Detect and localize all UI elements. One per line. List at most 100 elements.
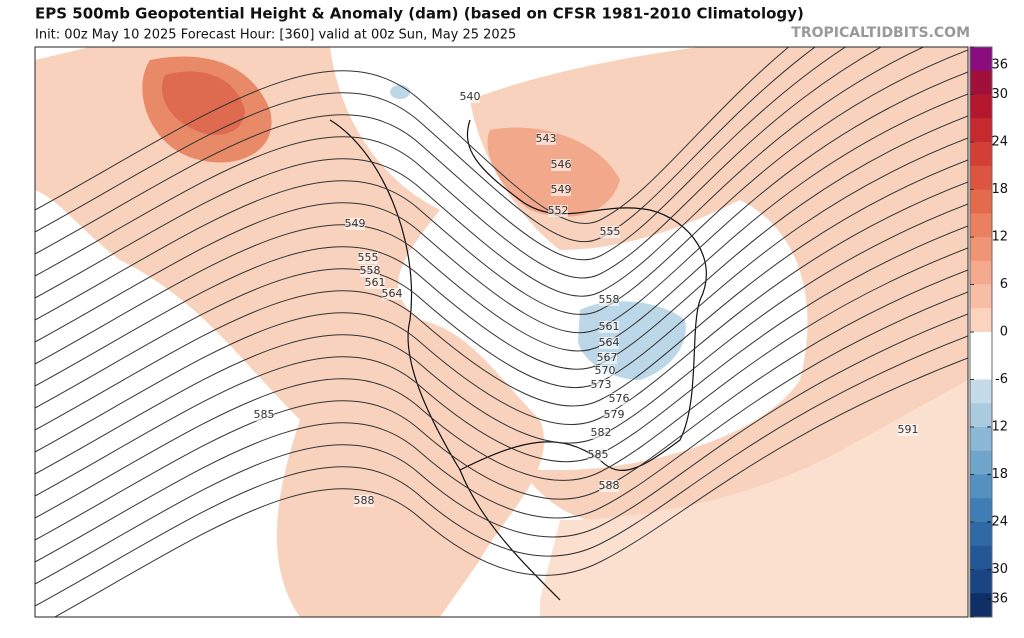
contour-label: 570 xyxy=(595,364,616,377)
colorbar-segment xyxy=(970,70,992,95)
contour-label-bg xyxy=(460,91,480,103)
contour-label-bg xyxy=(600,226,620,238)
contour-label-bg xyxy=(551,159,571,171)
contour-line xyxy=(35,291,968,563)
colorbar: 36 30 24 18 12 6 0 -6 -12 -18 -24 -30 -36 xyxy=(969,46,1008,618)
contour-line xyxy=(35,313,968,585)
colorbar-segment xyxy=(970,403,992,428)
contour-label: 579 xyxy=(604,408,625,421)
contour-line xyxy=(35,247,968,519)
colorbar-segment xyxy=(970,237,992,262)
contour-label: 558 xyxy=(599,293,620,306)
contour-label: 573 xyxy=(591,378,612,391)
contour-label: 552 xyxy=(548,204,569,217)
colorbar-segment xyxy=(970,474,992,499)
contour-label-bg xyxy=(591,379,611,391)
contour-label: 588 xyxy=(599,479,620,492)
anomaly-moderate xyxy=(487,127,620,217)
title: EPS 500mb Geopotential Height & Anomaly … xyxy=(35,5,804,23)
contour-label: 564 xyxy=(599,336,620,349)
site-credit: TROPICALTIDBITS.COM xyxy=(791,25,970,41)
contour-line xyxy=(35,181,968,453)
colorbar-tick-label: 36 xyxy=(991,58,1008,73)
contour-label-bg xyxy=(551,184,571,196)
contour-label-bg xyxy=(599,480,619,492)
contour-label-bg xyxy=(548,205,568,217)
colorbar-segment xyxy=(970,569,992,594)
contour-label-bg xyxy=(358,252,378,264)
colorbar-tick-label: -30 xyxy=(987,562,1008,577)
subtitle: Init: 00z May 10 2025 Forecast Hour: [36… xyxy=(35,28,516,43)
colorbar-tick-label: -24 xyxy=(987,515,1008,530)
colorbar-tick-label: 30 xyxy=(991,87,1008,102)
anomaly-positive xyxy=(540,380,968,617)
contour-line xyxy=(35,47,790,224)
colorbar-segment xyxy=(970,427,992,452)
contour-label: 582 xyxy=(591,426,612,439)
colorbar-segment xyxy=(970,593,992,618)
contour-label-bg xyxy=(599,321,619,333)
anomaly-strongest xyxy=(161,71,245,135)
contour-line xyxy=(35,159,968,431)
contour-label-bg xyxy=(354,495,374,507)
contour-label: 555 xyxy=(600,225,621,238)
contour-label: 555 xyxy=(358,251,379,264)
contour-label: 564 xyxy=(382,287,403,300)
anomaly-positive xyxy=(35,47,545,617)
colorbar-segment xyxy=(970,355,992,380)
colorbar-tick-label: 24 xyxy=(991,135,1008,150)
contour-label: 549 xyxy=(345,217,366,230)
contour-line xyxy=(53,357,968,617)
contour-label: 540 xyxy=(460,90,481,103)
colorbar-segment xyxy=(970,332,992,357)
contour-label: 543 xyxy=(536,132,557,145)
colorbar-segment xyxy=(970,165,992,190)
contour-line xyxy=(35,49,968,321)
colorbar-tick-label: 18 xyxy=(991,182,1008,197)
contour-line xyxy=(35,203,968,475)
colorbar-segment xyxy=(970,522,992,547)
contour-label: 546 xyxy=(551,158,572,171)
contour-label-bg xyxy=(597,352,617,364)
colorbar-segment xyxy=(970,450,992,475)
colorbar-segment xyxy=(970,189,992,214)
contour-line xyxy=(35,335,968,607)
colorbar-tick-label: -6 xyxy=(995,372,1008,387)
colorbar-segment xyxy=(970,498,992,523)
colorbar-segment xyxy=(970,379,992,404)
contour-label-bg xyxy=(536,133,556,145)
contour-label-bg xyxy=(898,424,918,436)
colorbar-segment xyxy=(970,284,992,309)
colorbar-segment xyxy=(970,308,992,333)
contour-label: 561 xyxy=(365,276,386,289)
contour-label-bg xyxy=(382,288,402,300)
colorbar-segment xyxy=(970,118,992,143)
contour-label: 576 xyxy=(609,392,630,405)
contour-label-bg xyxy=(599,294,619,306)
contour-label-bg xyxy=(595,365,615,377)
contour-label: 588 xyxy=(354,494,375,507)
contour-line xyxy=(35,269,968,541)
colorbar-tick-label: 6 xyxy=(1000,277,1008,292)
contour-label-bg xyxy=(345,218,365,230)
contour-label-bg xyxy=(588,449,608,461)
colorbar-segment xyxy=(970,260,992,285)
contour-label-bg xyxy=(360,265,380,277)
colorbar-segment xyxy=(970,213,992,238)
contour-label: 591 xyxy=(898,423,919,436)
contour-line xyxy=(35,137,968,409)
contour-label-bg xyxy=(609,393,629,405)
contour-line xyxy=(35,225,968,497)
contour-label: 549 xyxy=(551,183,572,196)
contour-line xyxy=(35,115,968,387)
contour-line xyxy=(35,47,883,279)
contour-label-bg xyxy=(604,409,624,421)
contour-label: 585 xyxy=(254,408,275,421)
colorbar-segment xyxy=(970,94,992,119)
colorbar-tick-label: 0 xyxy=(1000,325,1008,340)
contour-label-bg xyxy=(591,427,611,439)
contour-label-bg xyxy=(365,277,385,289)
contour-line xyxy=(35,47,847,261)
